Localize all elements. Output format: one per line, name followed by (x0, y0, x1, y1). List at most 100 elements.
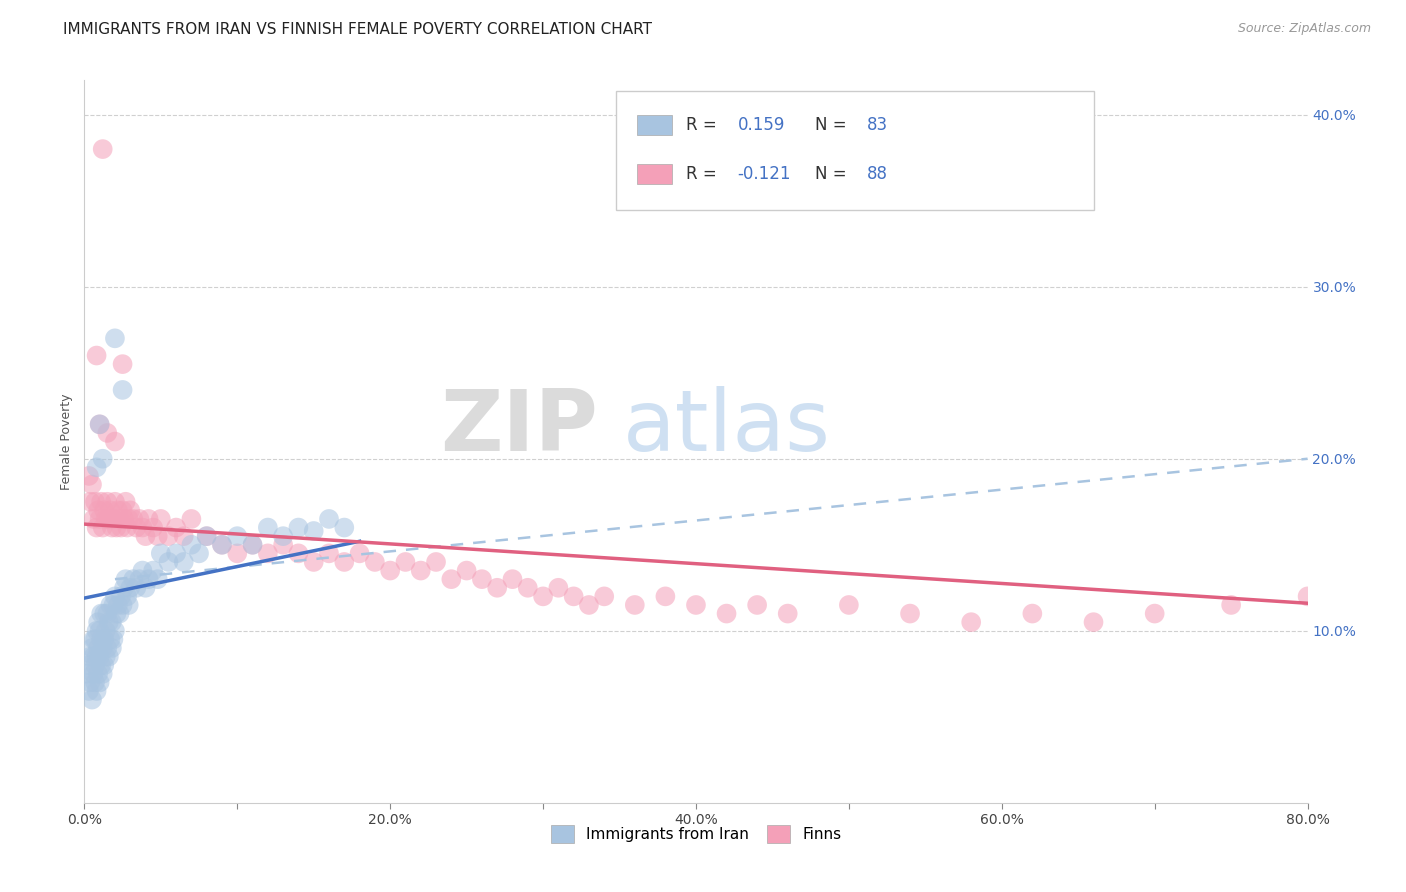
Point (226, 546, 249, 560)
Point (302, 555, 325, 569)
Point (516, 581, 538, 595)
Point (89, 417, 111, 432)
Point (110, 590, 132, 604)
Point (242, 538, 264, 552)
Point (86, 684, 108, 698)
Point (112, 581, 135, 595)
Point (114, 572, 136, 586)
Point (380, 564, 402, 578)
Point (333, 520, 356, 534)
Point (242, 538, 264, 552)
Point (131, 564, 153, 578)
Point (101, 615, 124, 630)
Point (87, 615, 110, 630)
FancyBboxPatch shape (637, 115, 672, 136)
Point (84, 658, 107, 673)
Point (103, 632, 125, 647)
Point (77, 658, 100, 673)
Point (90, 494, 112, 508)
Point (105, 607, 128, 621)
Point (93, 632, 115, 647)
Point (165, 520, 187, 534)
Point (86, 460, 108, 475)
Point (104, 624, 127, 638)
Point (110, 520, 132, 534)
Point (122, 512, 145, 526)
Point (486, 581, 509, 595)
Point (93, 658, 115, 673)
Point (89, 417, 111, 432)
Point (257, 520, 280, 534)
Point (547, 581, 569, 595)
Point (91, 451, 114, 466)
Point (83, 649, 105, 664)
Point (84, 675, 107, 690)
Point (120, 581, 142, 595)
Text: R =: R = (686, 165, 723, 183)
Point (96, 425, 118, 440)
Point (90, 607, 112, 621)
Point (90, 632, 112, 647)
Point (333, 555, 356, 569)
Point (654, 590, 676, 604)
Point (107, 598, 129, 612)
Point (562, 590, 585, 604)
Point (97, 512, 120, 526)
Point (87, 640, 110, 655)
Point (471, 572, 494, 586)
Point (83, 666, 105, 681)
Point (195, 529, 218, 543)
Text: 88: 88 (868, 165, 889, 183)
Point (838, 598, 860, 612)
Point (105, 520, 128, 534)
Point (79, 649, 101, 664)
Point (776, 607, 799, 621)
Point (96, 494, 118, 508)
Text: atlas: atlas (623, 385, 831, 468)
Point (96, 640, 118, 655)
Point (747, 598, 769, 612)
Point (146, 572, 169, 586)
Point (86, 649, 108, 664)
Point (173, 529, 195, 543)
Point (86, 349, 108, 363)
Text: R =: R = (686, 116, 723, 134)
Point (138, 572, 160, 586)
Point (122, 572, 145, 586)
Point (960, 615, 983, 630)
Point (180, 538, 202, 552)
Point (318, 512, 340, 526)
Point (76, 666, 98, 681)
Point (257, 546, 280, 560)
Point (128, 572, 150, 586)
Y-axis label: Female Poverty: Female Poverty (60, 393, 73, 490)
Point (149, 512, 172, 526)
Point (104, 331, 127, 345)
Point (125, 581, 148, 595)
Point (531, 590, 554, 604)
Point (157, 555, 180, 569)
Text: ZIP: ZIP (440, 385, 598, 468)
Point (89, 512, 111, 526)
Point (86, 520, 108, 534)
Point (898, 607, 921, 621)
Point (84, 494, 107, 508)
Point (271, 529, 294, 543)
Point (211, 538, 233, 552)
Point (94, 649, 117, 664)
Point (425, 555, 447, 569)
Text: IMMIGRANTS FROM IRAN VS FINNISH FEMALE POVERTY CORRELATION CHART: IMMIGRANTS FROM IRAN VS FINNISH FEMALE P… (63, 22, 652, 37)
Point (195, 529, 218, 543)
Point (90, 658, 112, 673)
Point (108, 607, 131, 621)
Point (112, 512, 135, 526)
Point (80, 692, 103, 706)
Point (1021, 607, 1043, 621)
Point (128, 512, 150, 526)
Point (118, 598, 141, 612)
Point (86, 624, 108, 638)
Point (98, 632, 121, 647)
Point (103, 598, 125, 612)
Point (104, 494, 127, 508)
Point (624, 598, 647, 612)
